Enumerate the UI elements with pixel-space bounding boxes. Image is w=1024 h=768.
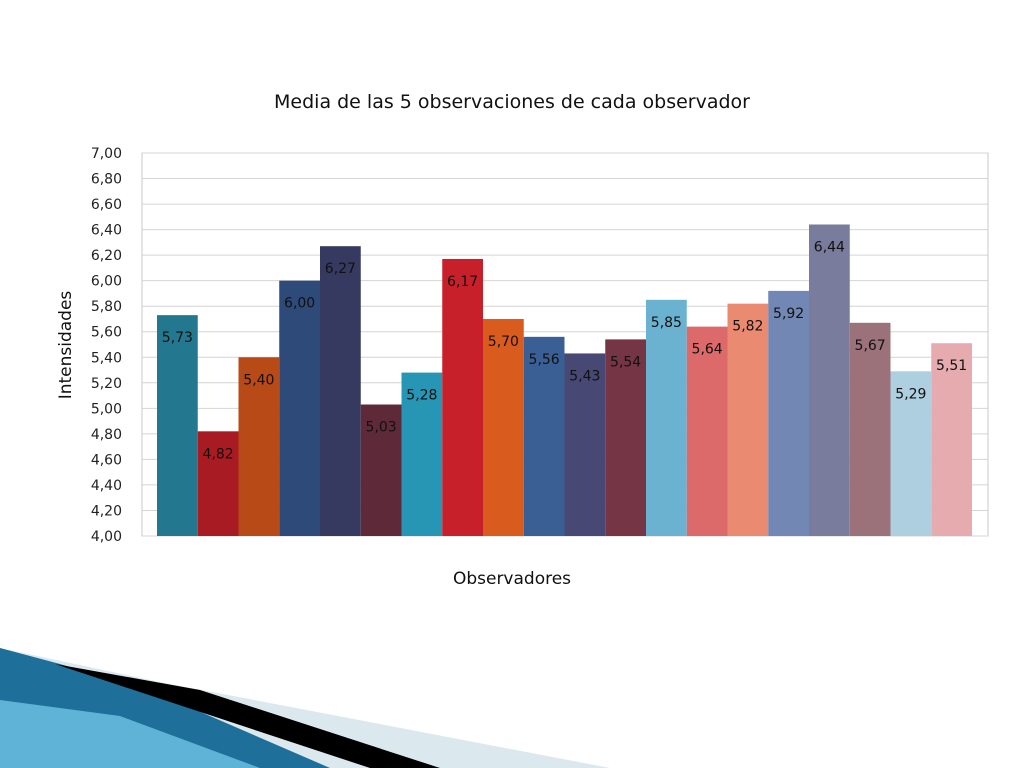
bar-value-label: 5,56: [529, 352, 560, 368]
bar: [890, 371, 932, 536]
bar-value-label: 5,64: [692, 342, 723, 358]
y-axis-title: Intensidades: [56, 291, 76, 400]
y-axis-ticks: 4,00 4,20 4,40 4,60 4,80 5,00 5,20 5,40 5,60 5,80…: [91, 146, 122, 545]
data-labels: 5,73 4,82 5,40 6,00 6,27 5,03 5,28 6,17 5,70 5,56…: [162, 239, 967, 462]
bar: [320, 246, 361, 537]
y-tick-label: 5,60: [91, 325, 122, 341]
y-tick-label: 6,40: [91, 223, 122, 239]
bar-value-label: 5,70: [488, 334, 519, 350]
bars: [157, 224, 972, 537]
bar: [360, 404, 402, 536]
decoration-black-stripe: [55, 664, 440, 768]
bar: [768, 290, 809, 536]
bar-value-label: 6,17: [447, 274, 478, 290]
bar-value-label: 5,67: [855, 338, 886, 354]
bar-value-label: 5,03: [366, 420, 397, 436]
y-tick-label: 6,80: [91, 172, 122, 188]
bar-value-label: 4,82: [203, 446, 234, 462]
bar: [564, 353, 606, 536]
chart-title: Media de las 5 observaciones de cada obs…: [274, 91, 750, 113]
bar: [809, 224, 850, 536]
y-tick-label: 5,80: [91, 299, 122, 315]
bar-value-label: 5,54: [610, 354, 641, 370]
y-tick-label: 4,00: [91, 529, 122, 545]
bar-value-label: 6,00: [284, 296, 315, 312]
y-tick-label: 4,40: [91, 478, 122, 494]
bar: [238, 357, 280, 536]
x-axis-title: Observadores: [453, 569, 571, 589]
y-tick-label: 4,80: [91, 427, 122, 443]
bar: [931, 343, 972, 536]
bar: [605, 339, 646, 536]
y-tick-label: 4,60: [91, 452, 122, 468]
bar-value-label: 5,85: [651, 315, 682, 331]
bar: [849, 322, 891, 536]
y-tick-label: 6,20: [91, 248, 122, 264]
bar: [523, 336, 565, 536]
decoration-sky-wedge: [0, 700, 260, 768]
bar: [442, 258, 483, 536]
y-tick-label: 5,40: [91, 350, 122, 366]
bar-value-label: 5,51: [936, 358, 967, 374]
bar: [686, 326, 728, 536]
bar: [727, 303, 769, 536]
bar-value-label: 6,44: [814, 239, 845, 255]
bar: [279, 280, 320, 536]
bar-value-label: 5,82: [732, 319, 763, 335]
bar-value-label: 5,43: [569, 368, 600, 384]
bar-value-label: 5,28: [406, 388, 437, 404]
bar: [197, 431, 239, 536]
y-tick-label: 4,20: [91, 503, 122, 519]
bar: [646, 299, 687, 536]
y-tick-label: 5,20: [91, 376, 122, 392]
bar-value-label: 5,73: [162, 330, 193, 346]
y-tick-label: 6,60: [91, 197, 122, 213]
bar-value-label: 6,27: [325, 261, 356, 277]
y-tick-label: 6,00: [91, 274, 122, 290]
bar: [483, 318, 524, 536]
bar: [401, 372, 443, 536]
bar-value-label: 5,29: [895, 386, 926, 402]
bar-value-label: 5,92: [773, 306, 804, 322]
y-tick-label: 5,00: [91, 401, 122, 417]
bar-value-label: 5,40: [243, 372, 274, 388]
y-tick-label: 7,00: [91, 146, 122, 162]
bar: [157, 315, 198, 536]
